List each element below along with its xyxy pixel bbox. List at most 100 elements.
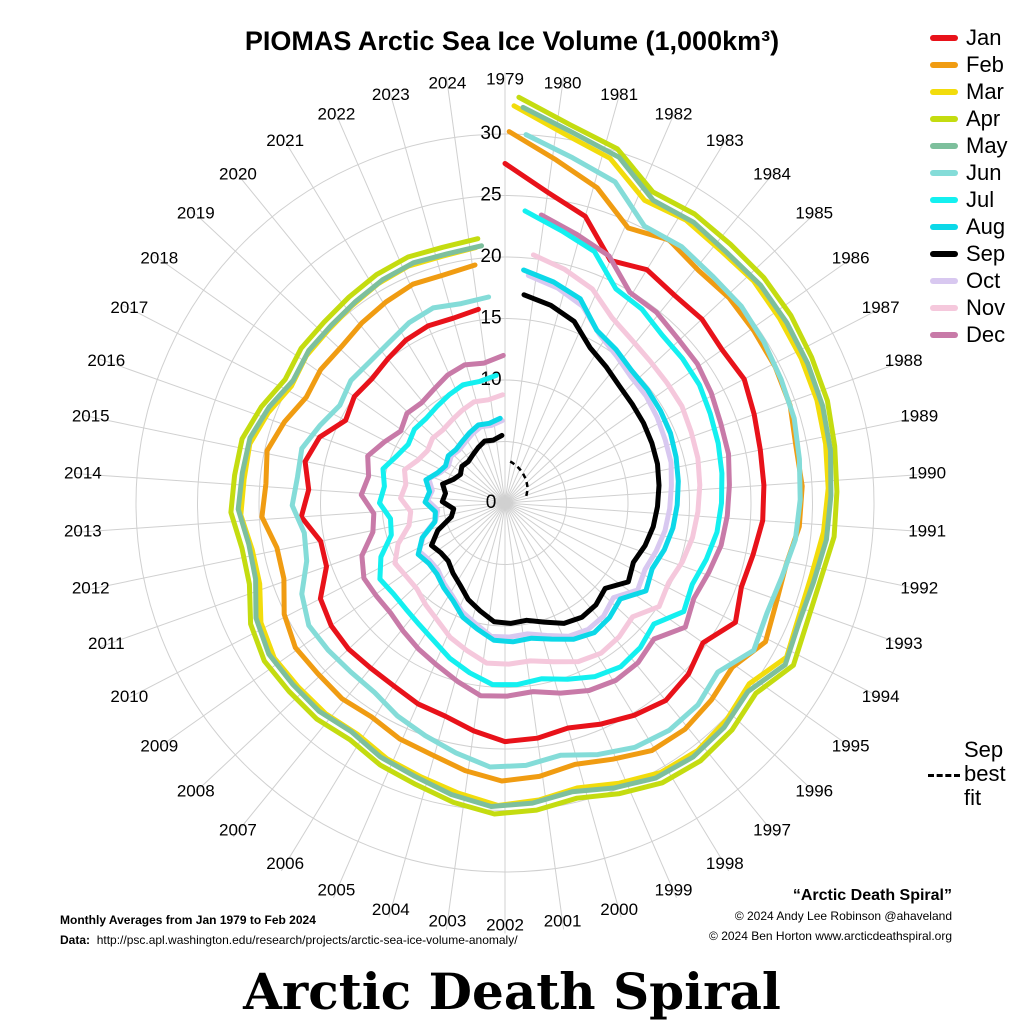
year-label: 1999 [655,881,693,900]
grid-spoke [445,76,506,504]
legend-swatch [930,115,958,122]
best-fit-legend: Sep best fit [928,738,1024,810]
year-label: 2001 [544,912,582,931]
credit-line-2: © 2024 Ben Horton www.arcticdeathspiral.… [709,929,952,943]
year-label: 1986 [832,248,870,267]
legend-item-jan: Jan [930,24,1008,51]
footer-info: Monthly Averages from Jan 1979 to Feb 20… [60,910,518,950]
grid-spoke [122,502,506,702]
grid-spoke [75,473,506,504]
chart-title: PIOMAS Arctic Sea Ice Volume (1,000km³) [244,26,780,56]
year-label: 2010 [110,687,148,706]
grid-spoke [153,502,506,752]
series-line-nov [392,252,703,667]
credit-title: “Arctic Death Spiral” [792,887,952,904]
year-label: 2013 [64,521,102,540]
year-label: 2015 [72,406,110,425]
radial-tick-label: 0 [486,492,497,513]
grid-spoke [445,502,506,930]
year-label: 1988 [885,351,923,370]
series-line-sep [429,292,662,626]
legend-item-feb: Feb [930,51,1008,78]
legend-label: Sep [966,240,1006,266]
year-label: 1987 [862,298,900,317]
year-label: 2005 [318,881,356,900]
grid-spoke [99,358,506,504]
year-label: 1989 [900,406,938,425]
year-label: 2018 [140,248,178,267]
legend-label: Dec [966,321,1006,347]
year-label: 1982 [655,104,693,123]
year-label: 1994 [862,687,900,706]
year-label: 2007 [219,821,257,840]
year-label: 2012 [72,579,110,598]
legend-label: Apr [966,105,1001,131]
year-label: 2017 [110,298,148,317]
legend-item-sep: Sep [930,240,1008,267]
grid-spoke [504,358,911,504]
year-label: 2021 [266,131,304,150]
series-line-aug [415,267,681,645]
legend-swatch [930,169,958,176]
grid-spoke [504,208,820,504]
data-source: Data: http://psc.apl.washington.edu/rese… [60,930,518,950]
grid-spoke [504,134,730,504]
legend-item-mar: Mar [930,78,1008,105]
legend-swatch [930,142,958,149]
legend-item-may: May [930,132,1008,159]
year-label: 1998 [706,854,744,873]
credit-line-1: © 2024 Andy Lee Robinson @ahaveland [734,909,952,923]
grid-spoke [504,502,565,930]
legend-label: Nov [966,294,1006,320]
year-label: 1997 [753,821,791,840]
grid-spoke [504,502,888,702]
grid-spoke [504,168,778,504]
grid-spoke [388,88,506,504]
legend-item-apr: Apr [930,105,1008,132]
legend-label: Jul [966,186,995,212]
grid-spoke [504,107,677,504]
year-label: 1979 [486,69,524,88]
legend-item-jun: Jun [930,159,1008,186]
grid-spoke [504,88,622,504]
series-line-dec [358,212,732,699]
year-labels: 1979 1980 1981 1982 1983 1984 1985 1986 1987 1988… [64,69,946,934]
year-label: 1993 [885,634,923,653]
legend-label: Jan [966,24,1002,50]
year-label: 1984 [753,164,791,183]
grid-spoke [504,502,778,838]
legend-swatch [930,34,958,41]
year-label: 2009 [140,736,178,755]
grid-spoke [504,502,677,899]
radial-tick-label: 30 [480,123,501,144]
page-title: Arctic Death Spiral [243,962,781,1021]
grid-spoke [504,502,927,592]
radial-tick-label: 20 [480,246,501,267]
date-range: Monthly Averages from Jan 1979 to Feb 20… [60,913,316,927]
legend-swatch [930,88,958,95]
series-line-may [235,104,834,809]
series-lines [228,94,840,817]
legend-item-nov: Nov [930,294,1008,321]
year-label: 1985 [795,204,833,223]
year-label: 1980 [544,73,582,92]
year-label: 2002 [486,916,524,935]
year-label: 1995 [832,736,870,755]
year-label: 2024 [428,73,466,92]
data-label: Data: [60,933,91,947]
series-line-jun [289,132,803,770]
series-line-jan [298,161,767,745]
grid-spoke [153,254,506,504]
legend-label: Feb [966,51,1004,77]
year-label: 2011 [88,634,125,653]
grid-spoke [504,502,622,918]
legend-swatch [930,223,958,230]
radial-tick-label: 25 [480,185,501,206]
legend-item-aug: Aug [930,213,1008,240]
year-label: 2023 [372,85,410,104]
legend-swatch [930,331,958,338]
data-url[interactable]: http://psc.apl.washington.edu/research/p… [96,933,518,947]
grid-spoke [504,414,927,504]
legend-swatch [930,196,958,203]
